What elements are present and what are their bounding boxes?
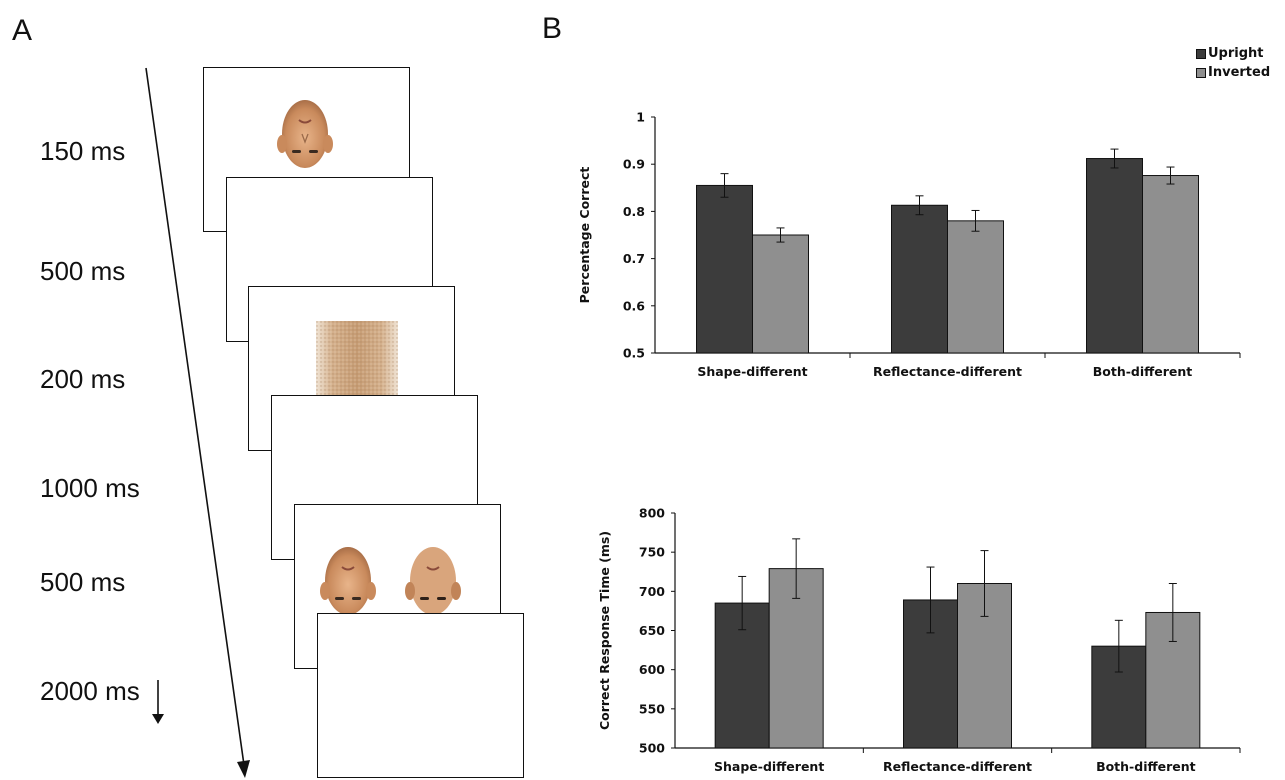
legend-swatch-inverted [1196, 68, 1206, 78]
x-tick-label: Both-different [1093, 364, 1193, 379]
bar-inverted-2 [1142, 175, 1199, 354]
x-tick-label: Shape-different [714, 759, 824, 774]
chart-legend: Upright Inverted [1196, 46, 1285, 90]
y-tick-label: 550 [639, 701, 665, 716]
step-3-duration: 200 ms [40, 364, 126, 394]
step-6-duration: 2000 ms [40, 676, 140, 706]
timeline-arrow-icon [145, 67, 250, 778]
legend-label-upright: Upright [1208, 46, 1264, 61]
face-left-image [320, 547, 376, 615]
response-time-chart: 500 550 600 650 700 750 800 Correct Response Ti… [597, 506, 1241, 774]
y-tick-label: 0.7 [623, 251, 645, 266]
y-tick-label: 0.5 [623, 346, 645, 361]
y-tick-label: 0.6 [623, 298, 645, 313]
bar-upright-2 [1086, 158, 1143, 354]
inverted-face-image [277, 100, 333, 168]
y-tick-label: 750 [639, 545, 665, 560]
accuracy-chart: 0.5 0.6 0.7 0.8 0.9 1 Percentage Correct Shape-… [577, 110, 1241, 379]
y-tick-label: 0.9 [623, 157, 645, 172]
y-axis-label: Correct Response Time (ms) [597, 531, 612, 730]
y-tick-label: 500 [639, 741, 665, 756]
face-right-image [405, 547, 461, 615]
x-tick-label: Reflectance-different [883, 759, 1032, 774]
step-5-duration: 500 ms [40, 567, 126, 597]
bar-upright-1 [891, 204, 948, 354]
step-4-duration: 1000 ms [40, 473, 140, 503]
x-tick-label: Reflectance-different [873, 364, 1022, 379]
step-1-duration: 150 ms [40, 136, 126, 166]
y-tick-label: 700 [639, 584, 665, 599]
legend-label-inverted: Inverted [1208, 65, 1271, 80]
panel-a-letter: A [12, 14, 33, 47]
bar-inverted-0 [752, 234, 809, 354]
y-tick-label: 600 [639, 662, 665, 677]
bar-inverted-1 [947, 220, 1004, 354]
y-tick-label: 800 [639, 506, 665, 521]
y-tick-label: 650 [639, 623, 665, 638]
panel-b-letter: B [542, 12, 563, 45]
y-tick-label: 1 [636, 110, 645, 125]
step-2-duration: 500 ms [40, 256, 126, 286]
x-tick-label: Shape-different [697, 364, 807, 379]
bar-upright-0 [696, 184, 753, 354]
y-axis-label: Percentage Correct [577, 167, 592, 304]
legend-swatch-upright [1196, 49, 1206, 59]
y-tick-label: 0.8 [623, 204, 645, 219]
small-down-arrow-icon [152, 680, 164, 724]
frame-blank-response [317, 613, 524, 778]
x-tick-label: Both-different [1096, 759, 1196, 774]
